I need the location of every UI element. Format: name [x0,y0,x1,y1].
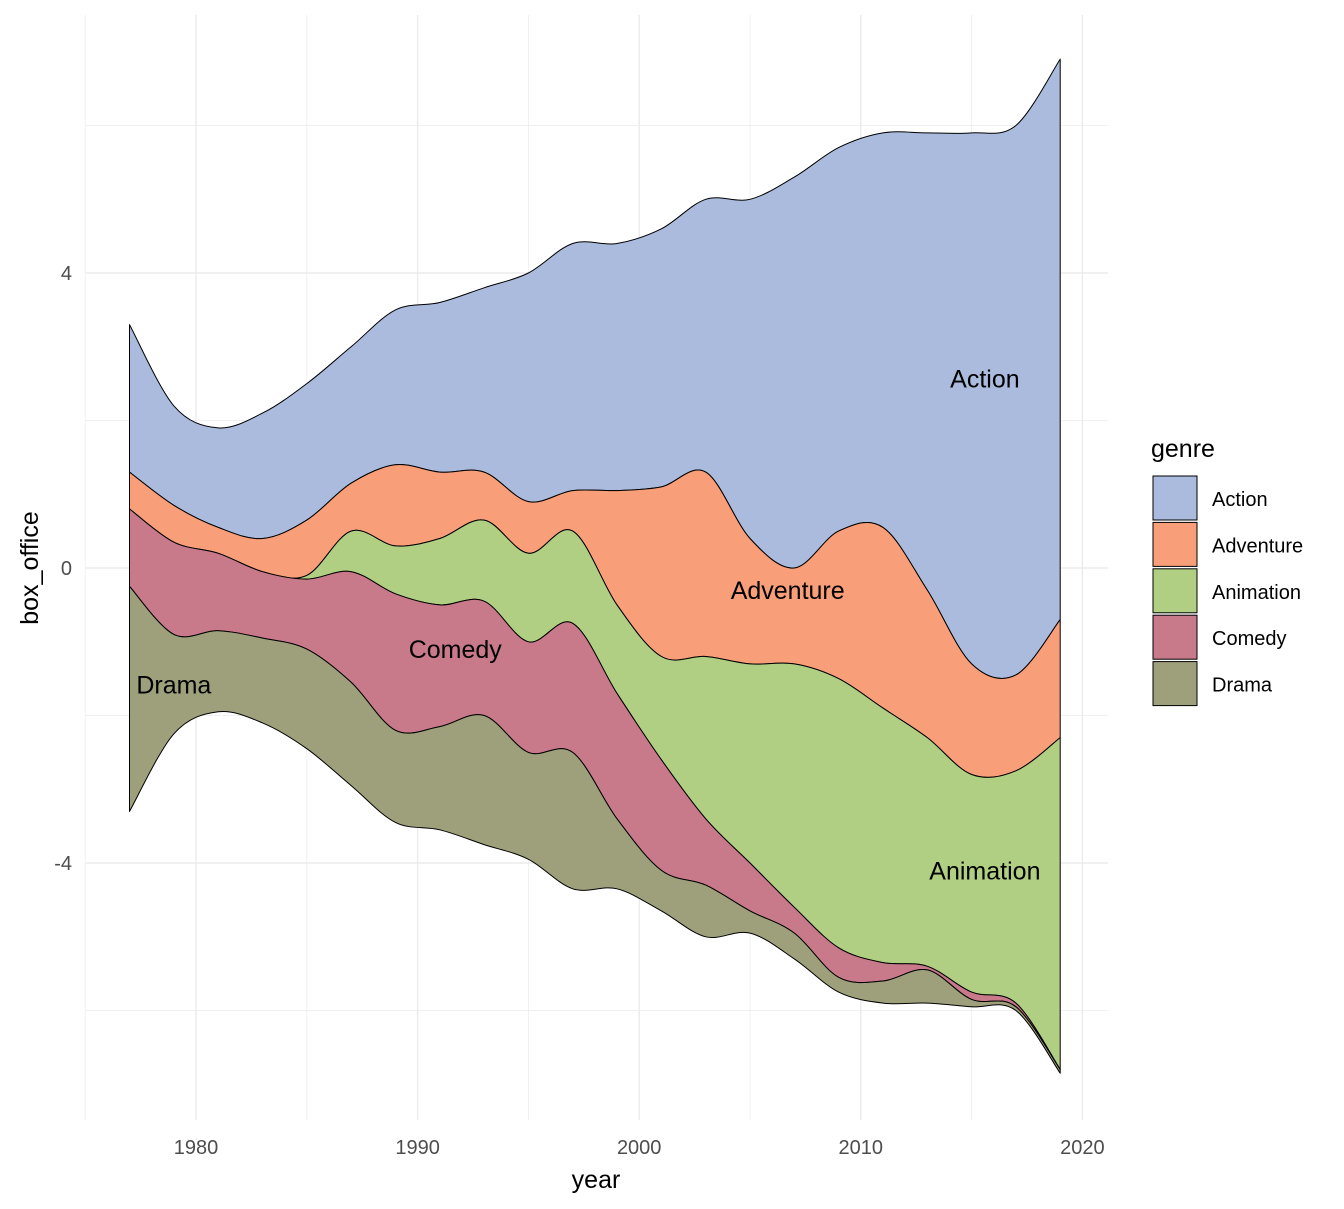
legend-item-drama: Drama [1152,661,1273,707]
legend: genre Action Adventure Animation Comedy Dram… [1151,435,1303,707]
area-drama [129,585,1061,1074]
legend-title: genre [1151,435,1215,463]
x-axis-ticks: 1980 1990 2000 2010 2020 [174,1137,1105,1159]
y-tick-label: 4 [61,263,72,285]
x-tick-label: 1990 [395,1137,440,1159]
annotation-drama: Drama [136,672,211,700]
y-tick-label: 0 [61,558,72,580]
legend-label: Drama [1212,675,1273,697]
legend-label: Comedy [1212,628,1286,650]
x-tick-label: 1980 [174,1137,219,1159]
annotation-comedy: Comedy [409,636,503,664]
legend-label: Action [1212,489,1268,511]
x-tick-label: 2000 [617,1137,662,1159]
annotation-adventure: Adventure [731,577,845,605]
annotation-action: Action [950,365,1019,393]
annotation-animation: Animation [929,857,1040,885]
legend-item-adventure: Adventure [1152,521,1303,567]
x-tick-label: 2010 [839,1137,884,1159]
legend-item-action: Action [1152,475,1268,521]
legend-swatch [1152,568,1198,614]
legend-item-animation: Animation [1152,568,1301,614]
y-axis-title: box_office [16,511,44,625]
x-axis-title: year [572,1166,621,1194]
x-tick-label: 2020 [1060,1137,1105,1159]
legend-label: Animation [1212,582,1301,604]
legend-swatch [1152,661,1198,707]
legend-label: Adventure [1212,535,1303,557]
legend-swatch [1152,614,1198,660]
legend-swatch [1152,475,1198,521]
y-tick-label: -4 [54,853,72,875]
legend-item-comedy: Comedy [1152,614,1286,660]
stream-areas [129,58,1061,1074]
area-annotations: Action Adventure Animation Comedy Drama [136,365,1040,885]
legend-swatch [1152,521,1198,567]
y-axis-ticks: -4 0 4 [54,263,72,875]
